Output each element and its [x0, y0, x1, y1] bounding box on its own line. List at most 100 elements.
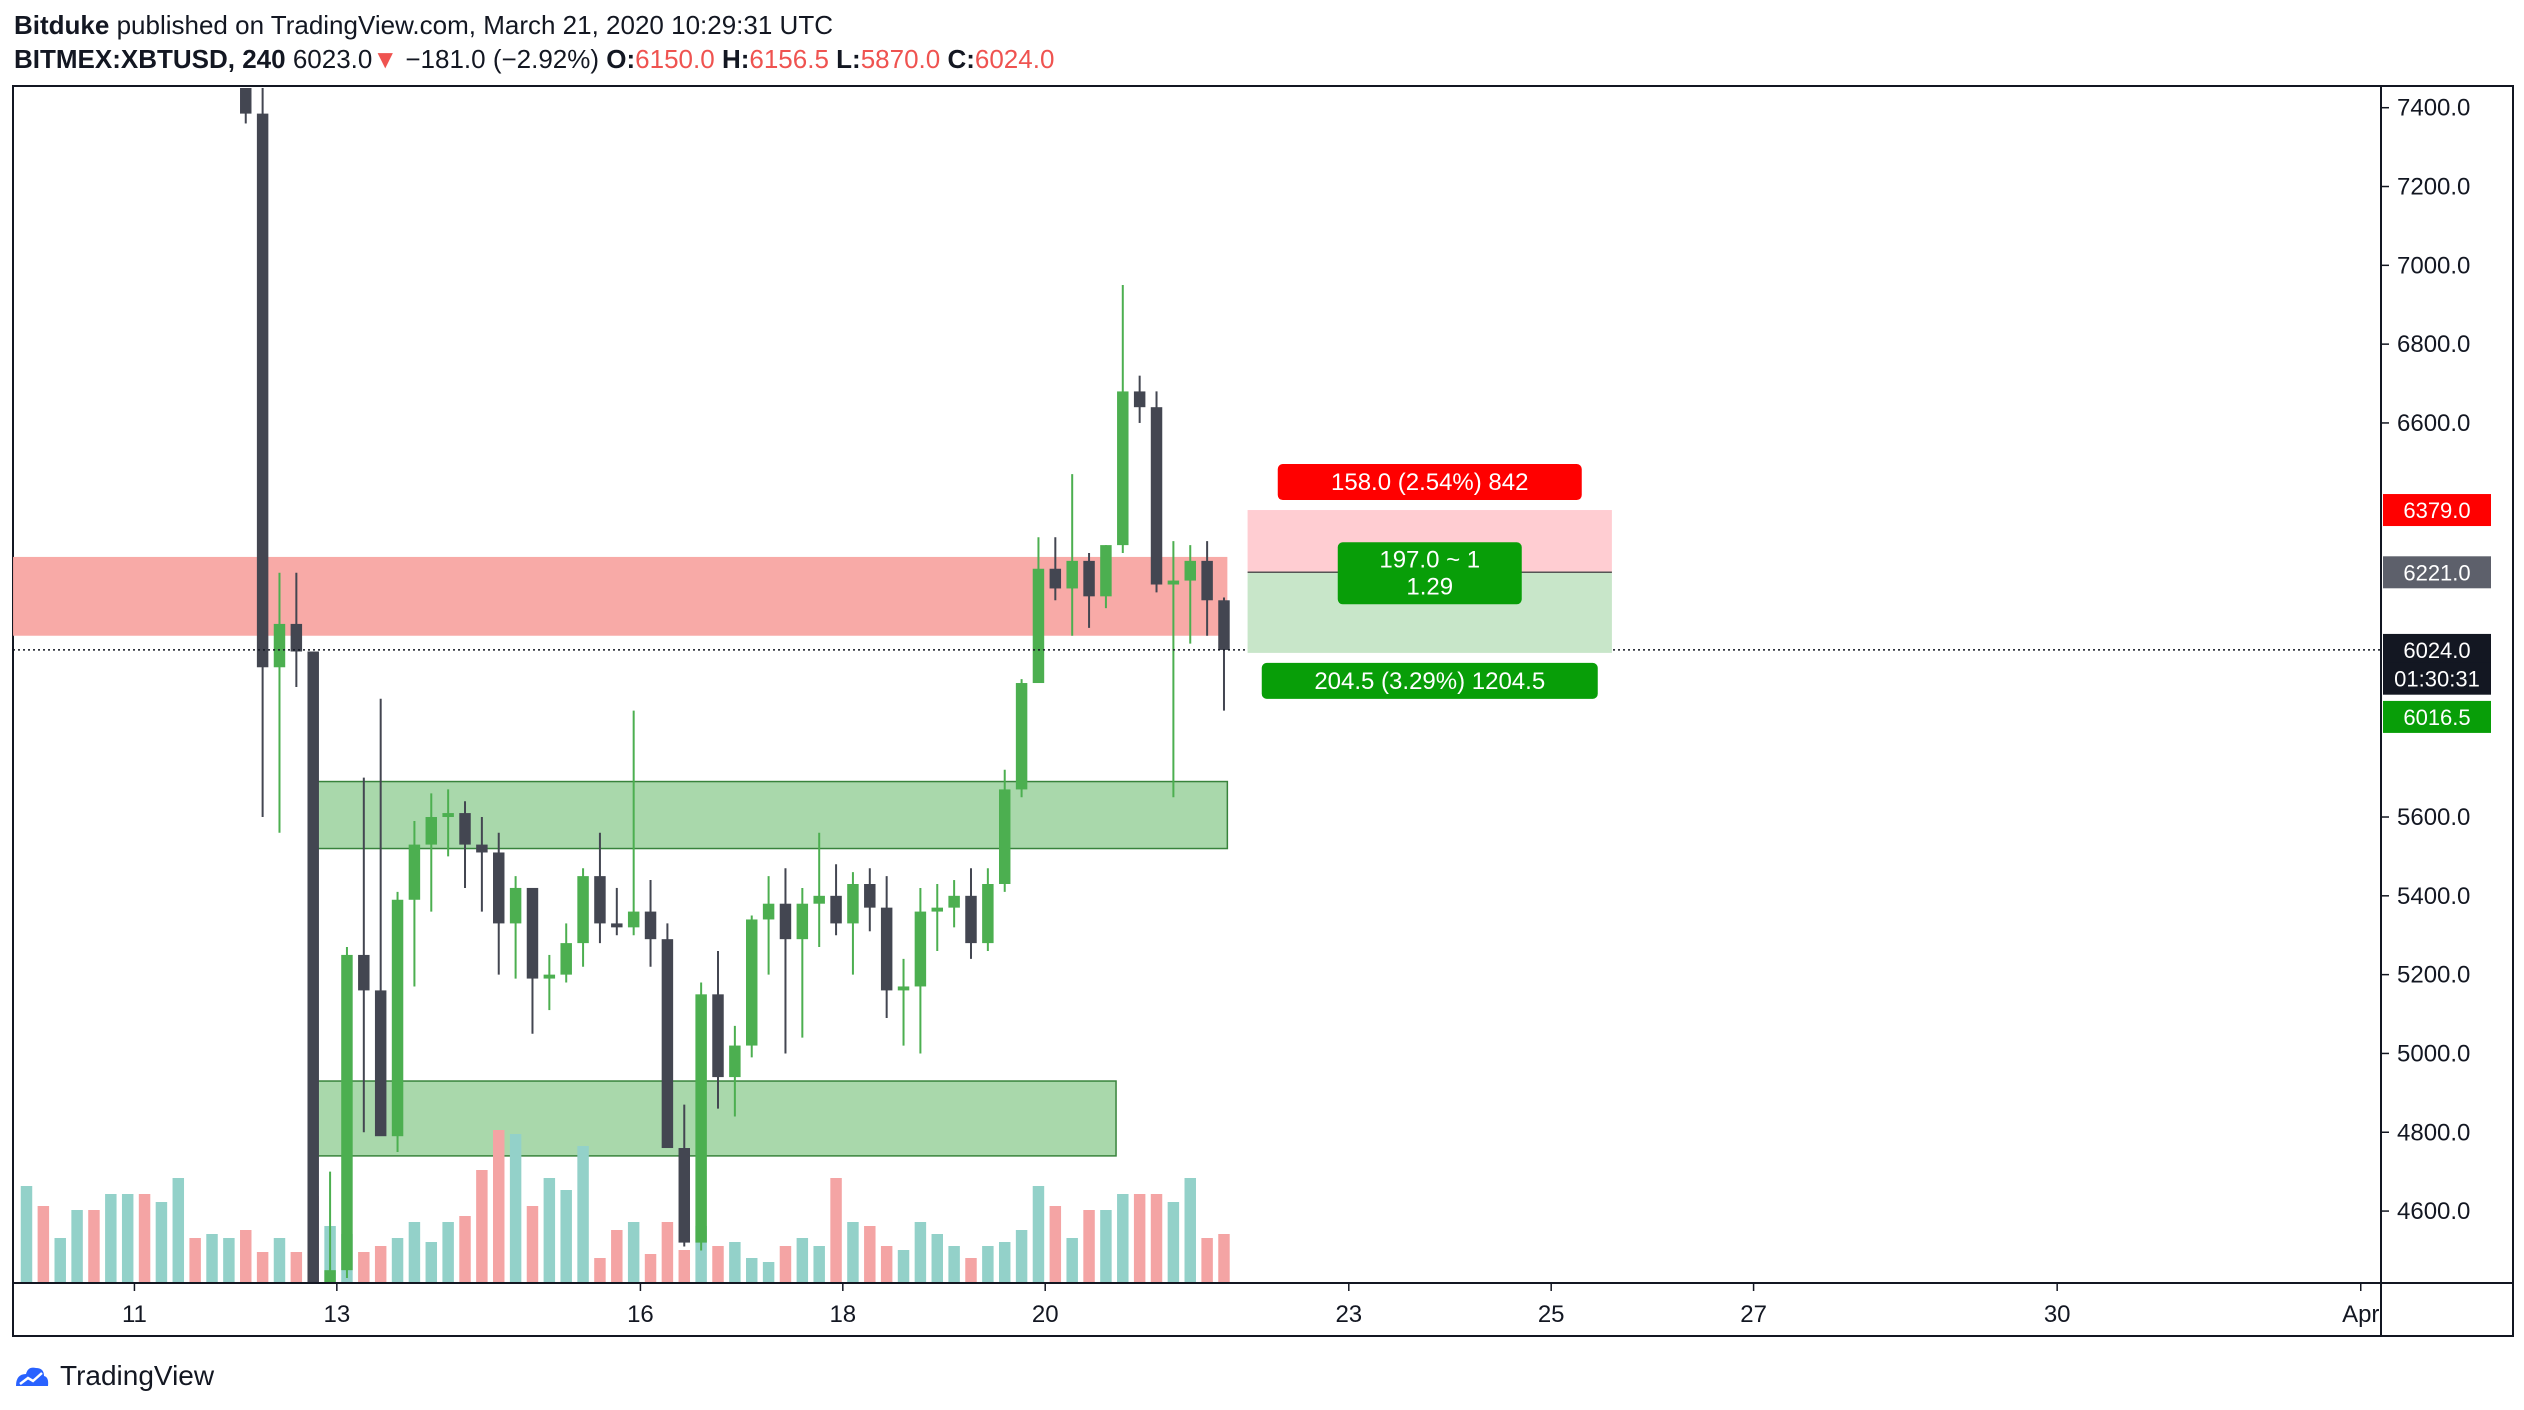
volume-bar: [358, 1252, 370, 1282]
published-text: published on TradingView.com, March 21, …: [116, 10, 833, 40]
volume-bar: [982, 1246, 994, 1282]
candle-body: [948, 895, 960, 908]
volume-bar: [1133, 1194, 1146, 1282]
tradingview-brand[interactable]: TradingView: [60, 1360, 215, 1391]
price-tag-box: [2383, 662, 2491, 695]
candle-body: [1032, 568, 1045, 684]
volume-bar: [54, 1238, 66, 1282]
volume-bar: [509, 1134, 522, 1282]
candle-body: [611, 923, 623, 928]
volume-bar: [779, 1246, 792, 1282]
close-label: C:: [947, 44, 975, 74]
volume-bar: [105, 1194, 117, 1282]
position-tool[interactable]: 158.0 (2.54%) 842 197.0 ~ 11.29 204.5 (3.2…: [1247, 464, 1612, 699]
price-axis[interactable]: 4600.0 4800.0 5000.0 5200.0 5400.0 5600.0 6600…: [2381, 95, 2470, 1225]
publisher-name[interactable]: Bitduke: [14, 10, 110, 40]
x-tick-label: 11: [122, 1301, 147, 1328]
candle-body: [830, 895, 842, 924]
candle-body: [240, 88, 252, 114]
volume-bar: [1049, 1206, 1062, 1282]
close-value: 6024.0: [974, 44, 1055, 74]
candle-body: [526, 887, 539, 979]
candle-body: [982, 884, 994, 944]
candle-body: [509, 887, 522, 924]
volume-bar: [223, 1238, 235, 1282]
candle-body: [1133, 391, 1146, 408]
target-label: 204.5 (3.29%) 1204.5: [1314, 668, 1545, 695]
x-tick-label: 13: [323, 1301, 350, 1328]
volume-bar: [1167, 1202, 1180, 1282]
volume-bar: [678, 1250, 691, 1282]
volume-bar: [138, 1194, 151, 1282]
high-value: 6156.5: [749, 44, 829, 74]
candle-body: [746, 919, 758, 1046]
y-tick-label: 6600.0: [2397, 410, 2470, 437]
volume-bar: [661, 1222, 674, 1282]
candle-body: [1218, 600, 1230, 650]
symbol-label[interactable]: BITMEX:XBTUSD, 240: [14, 44, 286, 74]
ratio-box: [1337, 542, 1522, 605]
volume-bar: [425, 1242, 438, 1282]
volume-bar: [1032, 1186, 1045, 1282]
candle-body: [678, 1148, 691, 1243]
volume-bar: [813, 1246, 825, 1282]
candle-body: [425, 817, 438, 845]
volume-bar: [155, 1202, 168, 1282]
volume-bar: [560, 1190, 572, 1282]
target-label-box: [1261, 662, 1598, 699]
candle-body: [307, 651, 319, 1282]
y-tick-label: 7200.0: [2397, 174, 2470, 201]
candle-body: [813, 895, 825, 904]
volume-layer: [20, 1130, 1230, 1282]
y-tick-label: 5600.0: [2397, 804, 2470, 831]
price-tag-box: [2383, 700, 2491, 733]
y-tick-label: 5400.0: [2397, 883, 2470, 910]
candle-body: [762, 903, 775, 920]
y-tick-label: 5000.0: [2397, 1040, 2470, 1067]
open-value: 6150.0: [635, 44, 715, 74]
volume-bar: [712, 1246, 724, 1282]
volume-bar: [611, 1230, 623, 1282]
change-arrow-icon: ▼: [372, 44, 399, 74]
volume-bar: [897, 1250, 910, 1282]
volume-bar: [256, 1252, 269, 1282]
candle-body: [391, 899, 404, 1137]
volume-bar: [1100, 1210, 1112, 1282]
ohlc-line: BITMEX:XBTUSD, 240 6023.0▼ −181.0 (−2.92…: [14, 42, 2414, 76]
candle-body: [1150, 407, 1163, 585]
price-tag-box: [2383, 633, 2491, 666]
candle-body: [931, 907, 943, 912]
volume-bar: [459, 1216, 471, 1282]
y-tick-label: 7000.0: [2397, 252, 2470, 279]
zones-layer: [13, 556, 1229, 1157]
candle-body: [644, 911, 657, 940]
volume-bar: [290, 1252, 303, 1282]
candle-body: [408, 844, 421, 900]
candle-body: [476, 844, 488, 853]
low-value: 5870.0: [860, 44, 941, 74]
candle-body: [779, 903, 792, 940]
price-tag-label: 6221.0: [2403, 560, 2470, 585]
volume-bar: [1150, 1194, 1163, 1282]
volume-bar: [1066, 1238, 1078, 1282]
time-axis[interactable]: 11 13 16 18 20 23 25 27 30 Apr: [122, 1283, 2379, 1328]
volume-bar: [594, 1258, 606, 1282]
volume-bar: [493, 1130, 505, 1282]
x-tick-label: 16: [627, 1301, 654, 1328]
candle-body: [374, 990, 387, 1137]
volume-bar: [695, 1226, 707, 1282]
x-tick-label: Apr: [2342, 1301, 2379, 1328]
x-tick-label: 20: [1032, 1301, 1059, 1328]
candle-body: [594, 876, 606, 924]
candle-body: [341, 954, 353, 1271]
volume-bar: [20, 1186, 33, 1282]
x-tick-label: 23: [1335, 1301, 1362, 1328]
candle-body: [661, 939, 674, 1149]
volume-bar: [206, 1234, 218, 1282]
volume-bar: [1083, 1210, 1095, 1282]
candles-layer: [13, 88, 2381, 1282]
volume-bar: [880, 1246, 893, 1282]
volume-bar: [240, 1230, 252, 1282]
volume-bar: [442, 1222, 454, 1282]
